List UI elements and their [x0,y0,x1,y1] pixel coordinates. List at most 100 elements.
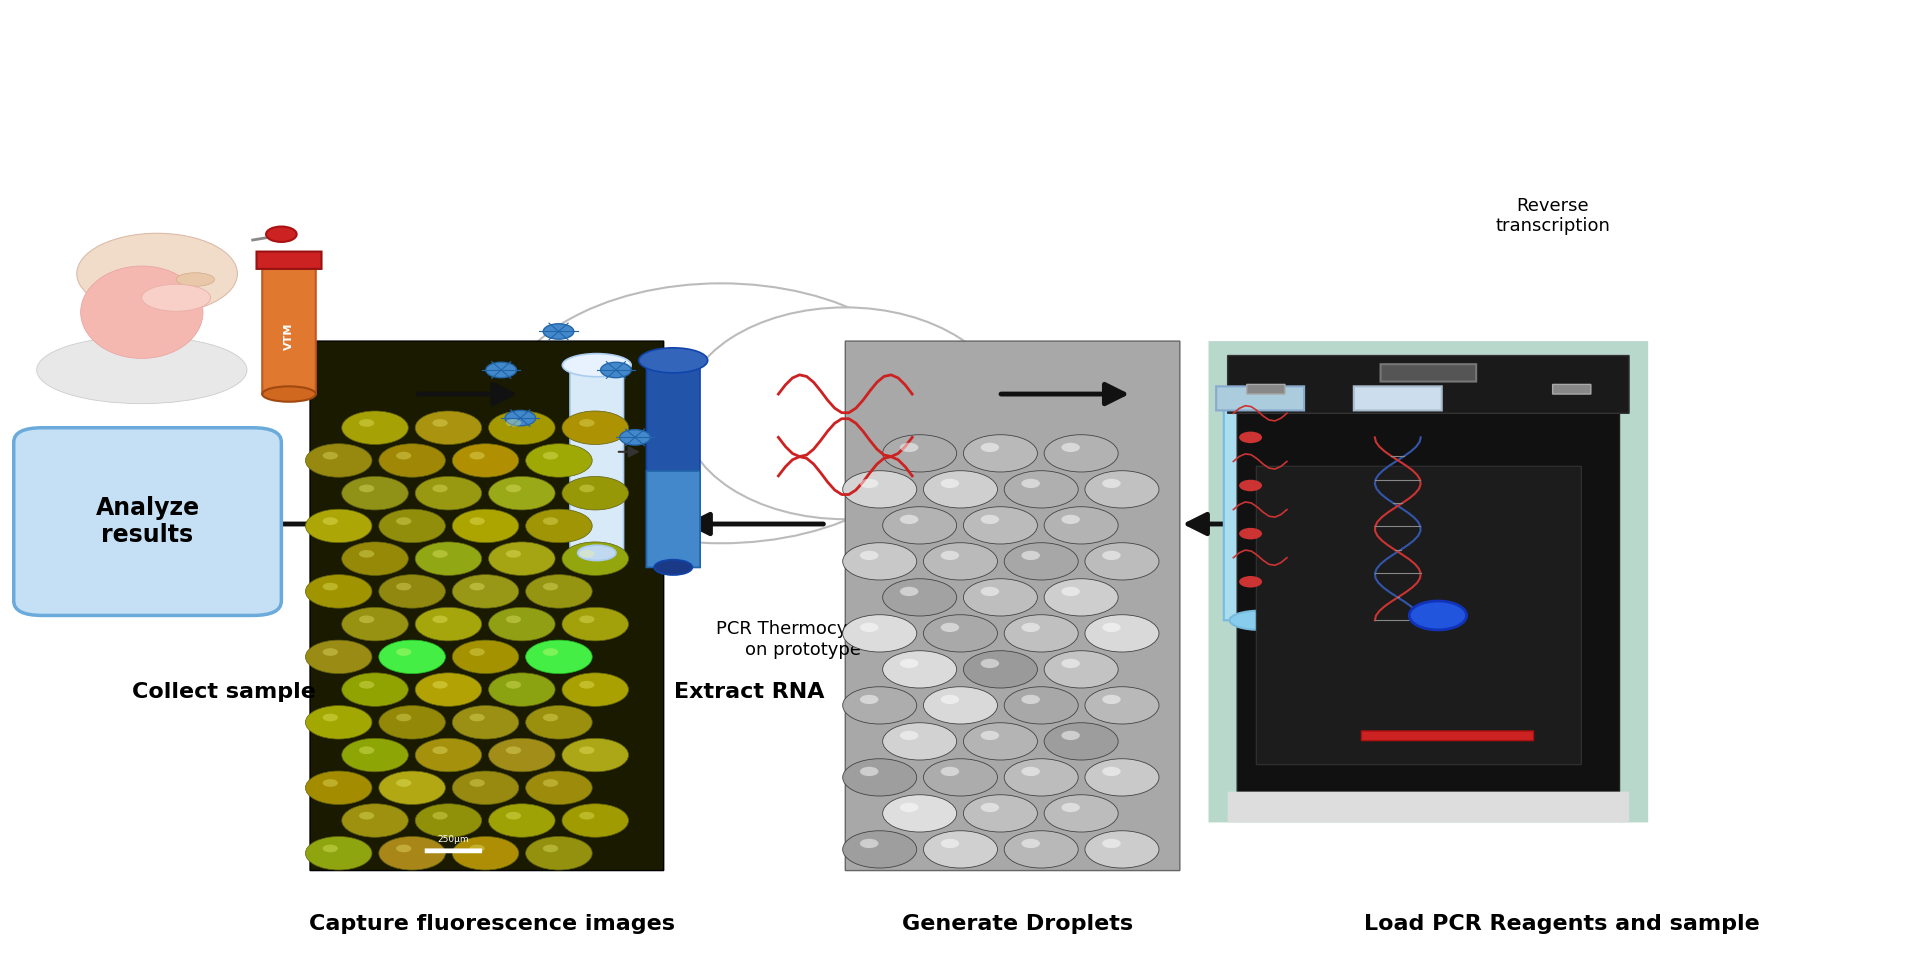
Text: PCR Thermocycling
on prototype: PCR Thermocycling on prototype [716,620,891,659]
Ellipse shape [505,616,520,623]
Ellipse shape [601,362,632,378]
Ellipse shape [342,738,409,772]
Ellipse shape [486,362,516,378]
Ellipse shape [1238,528,1261,540]
Ellipse shape [1409,601,1467,630]
Ellipse shape [543,714,559,721]
Ellipse shape [924,615,998,652]
Ellipse shape [470,649,484,655]
Ellipse shape [1357,385,1438,413]
Ellipse shape [415,673,482,706]
Ellipse shape [1238,480,1261,491]
Ellipse shape [563,411,628,445]
FancyBboxPatch shape [424,849,482,854]
Ellipse shape [323,845,338,853]
Text: Reverse
transcription: Reverse transcription [1496,196,1611,235]
Ellipse shape [843,758,916,796]
Ellipse shape [843,543,916,580]
Ellipse shape [305,509,372,543]
Ellipse shape [684,308,1008,519]
Ellipse shape [359,419,374,427]
Ellipse shape [432,550,447,557]
Ellipse shape [1102,622,1121,632]
Ellipse shape [359,681,374,688]
Ellipse shape [1044,435,1117,472]
Ellipse shape [432,812,447,820]
Ellipse shape [941,479,960,488]
Ellipse shape [323,452,338,459]
Ellipse shape [563,477,628,510]
Ellipse shape [883,794,956,832]
FancyBboxPatch shape [1553,385,1592,394]
Ellipse shape [883,722,956,760]
Ellipse shape [1102,551,1121,560]
Ellipse shape [396,714,411,721]
FancyBboxPatch shape [1223,399,1296,620]
Ellipse shape [1229,611,1290,630]
Ellipse shape [432,616,447,623]
Ellipse shape [981,515,998,524]
Ellipse shape [488,804,555,837]
Ellipse shape [860,695,879,704]
Ellipse shape [1062,586,1079,596]
Ellipse shape [378,444,445,477]
FancyBboxPatch shape [309,341,664,871]
Ellipse shape [1062,658,1079,668]
Ellipse shape [505,747,520,754]
Ellipse shape [1004,758,1079,796]
Ellipse shape [900,803,918,812]
Ellipse shape [470,452,484,459]
FancyBboxPatch shape [1236,389,1620,793]
Ellipse shape [505,485,520,492]
Ellipse shape [323,583,338,590]
Ellipse shape [1021,479,1041,488]
Ellipse shape [1044,579,1117,616]
Text: Collect sample: Collect sample [132,683,317,702]
Ellipse shape [1004,543,1079,580]
Ellipse shape [342,542,409,576]
Ellipse shape [543,452,559,459]
Ellipse shape [843,831,916,868]
Ellipse shape [981,658,998,668]
Ellipse shape [267,226,298,242]
Ellipse shape [1085,758,1160,796]
Ellipse shape [378,509,445,543]
Ellipse shape [1004,615,1079,652]
FancyBboxPatch shape [1227,355,1628,414]
Ellipse shape [263,386,315,402]
Ellipse shape [396,583,411,590]
Ellipse shape [142,285,211,312]
Ellipse shape [964,579,1037,616]
Ellipse shape [526,836,591,870]
Ellipse shape [432,747,447,754]
Ellipse shape [860,622,879,632]
Ellipse shape [396,518,411,525]
Ellipse shape [77,233,238,315]
Ellipse shape [488,738,555,772]
Ellipse shape [900,515,918,524]
Ellipse shape [488,411,555,445]
FancyBboxPatch shape [1380,364,1476,382]
FancyBboxPatch shape [1361,399,1434,640]
Ellipse shape [543,649,559,655]
Ellipse shape [1044,651,1117,688]
Ellipse shape [488,477,555,510]
Ellipse shape [323,779,338,787]
Ellipse shape [359,550,374,557]
Ellipse shape [900,731,918,740]
Ellipse shape [453,771,518,805]
Ellipse shape [378,706,445,739]
Ellipse shape [526,575,591,608]
Text: VTM: VTM [284,322,294,350]
Ellipse shape [342,673,409,706]
Ellipse shape [964,722,1037,760]
Ellipse shape [1219,385,1300,413]
Ellipse shape [883,651,956,688]
Ellipse shape [543,845,559,853]
Ellipse shape [359,485,374,492]
Ellipse shape [1238,576,1261,587]
FancyBboxPatch shape [13,428,282,616]
Ellipse shape [883,579,956,616]
Ellipse shape [1021,622,1041,632]
FancyBboxPatch shape [1215,386,1304,411]
